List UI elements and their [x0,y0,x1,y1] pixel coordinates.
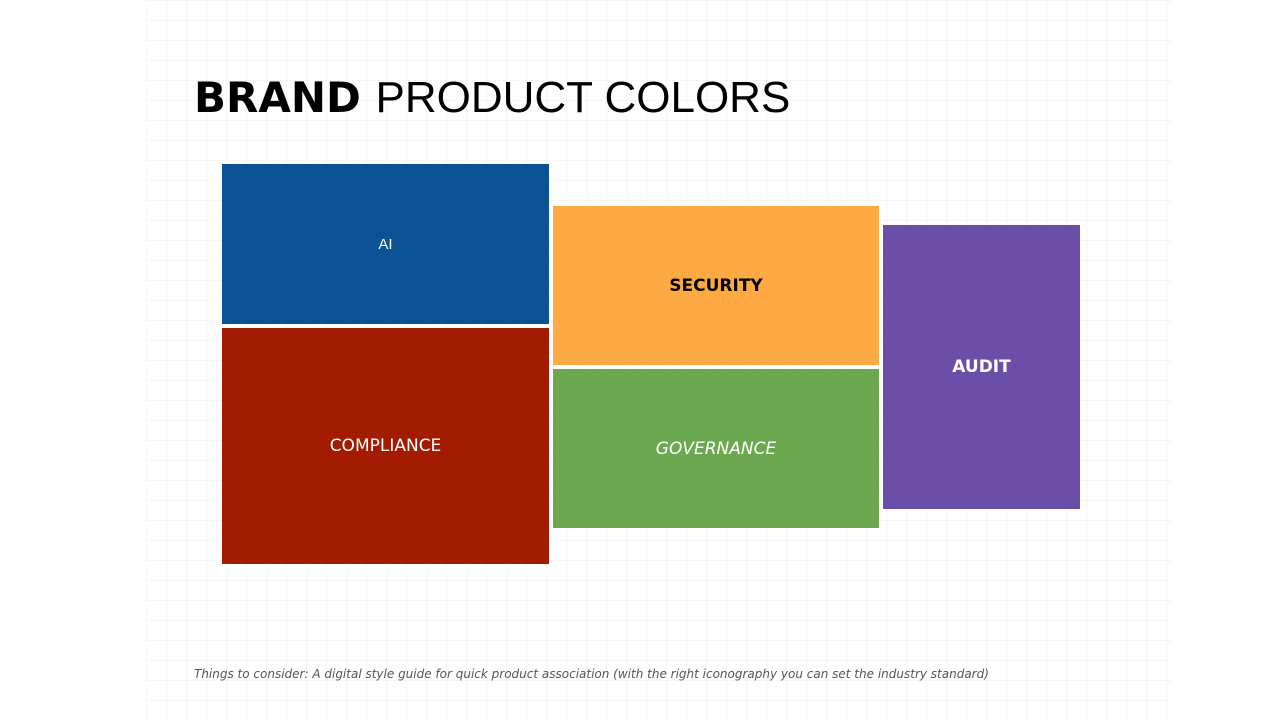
title-light-part: PRODUCT COLORS [375,73,791,122]
tile-label-ai: AI [378,235,393,253]
tile-label-governance: GOVERNANCE [655,438,777,459]
color-tile-compliance: COMPLIANCE [222,328,549,564]
tile-label-security: SECURITY [669,275,763,296]
page-title: BRAND PRODUCT COLORS [194,72,790,124]
footnote: Things to consider: A digital style guid… [194,667,989,681]
color-tile-audit: AUDIT [883,225,1080,509]
tile-label-audit: AUDIT [952,357,1011,377]
color-tile-governance: GOVERNANCE [553,369,879,528]
color-tile-ai: AI [222,164,549,324]
title-bold-part: BRAND [194,73,361,122]
tile-label-compliance: COMPLIANCE [329,436,442,456]
color-tile-security: SECURITY [553,206,879,365]
